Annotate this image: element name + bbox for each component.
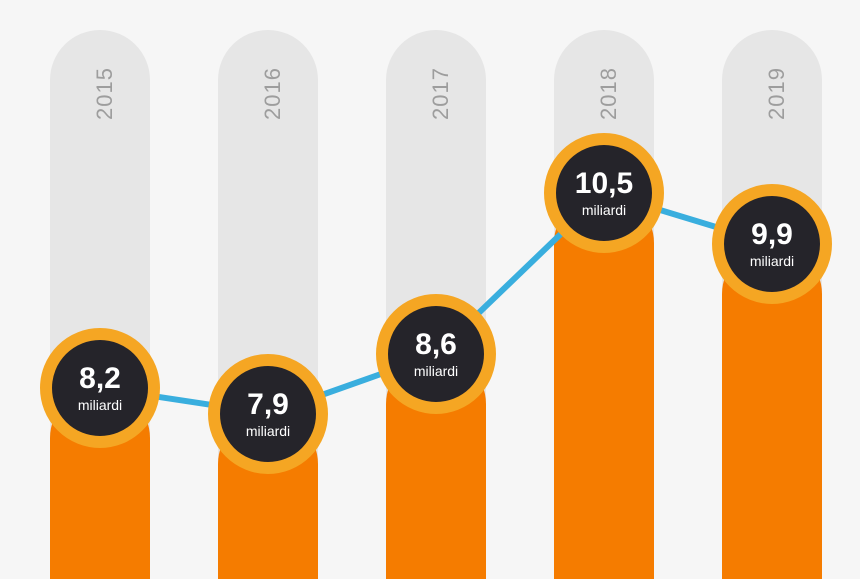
value-badge: 9,9 miliardi (712, 184, 832, 304)
value-text: 9,9 (751, 220, 793, 250)
value-text: 10,5 (575, 169, 633, 199)
value-badge: 10,5 miliardi (544, 133, 664, 253)
value-text: 8,2 (79, 364, 121, 394)
year-label: 2017 (428, 67, 454, 120)
unit-text: miliardi (750, 254, 794, 268)
annual-value-chart: 2015 2016 2017 2018 2019 8,2 miliardi 7,9 miliar… (0, 0, 860, 579)
value-badge: 7,9 miliardi (208, 354, 328, 474)
unit-text: miliardi (246, 424, 290, 438)
year-label: 2018 (596, 67, 622, 120)
value-badge: 8,2 miliardi (40, 328, 160, 448)
unit-text: miliardi (582, 203, 626, 217)
unit-text: miliardi (78, 398, 122, 412)
year-label: 2015 (92, 67, 118, 120)
value-text: 7,9 (247, 390, 289, 420)
value-badge: 8,6 miliardi (376, 294, 496, 414)
value-text: 8,6 (415, 330, 457, 360)
year-label: 2019 (764, 67, 790, 120)
year-label: 2016 (260, 67, 286, 120)
unit-text: miliardi (414, 364, 458, 378)
